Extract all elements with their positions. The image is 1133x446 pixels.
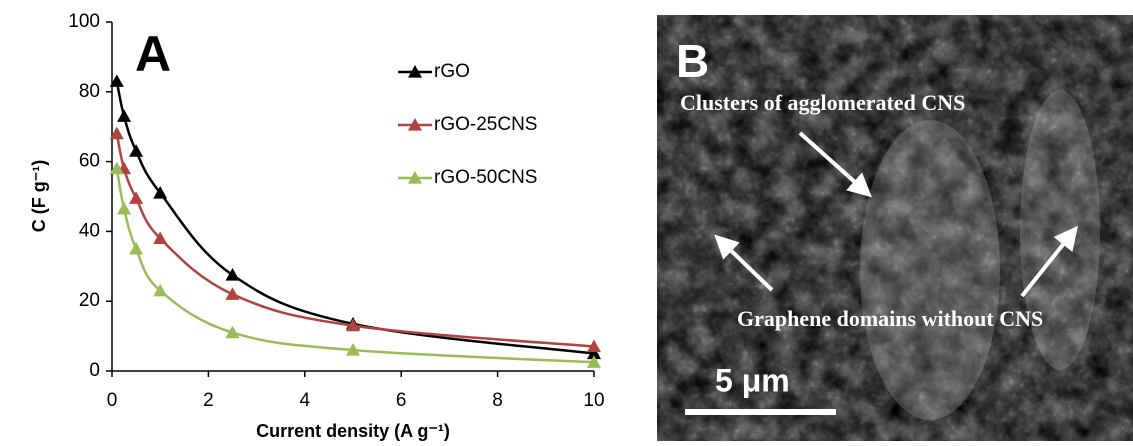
- scale-bar-label: 5 μm: [715, 362, 790, 398]
- y-tick-label: 20: [79, 290, 100, 311]
- figure: B Clusters of agglomerated CNS Graphene …: [0, 0, 1133, 441]
- data-point: [129, 191, 143, 204]
- data-point: [226, 268, 240, 281]
- y-tick-label: 100: [68, 11, 100, 32]
- y-tick-label: 0: [89, 360, 100, 381]
- x-tick-label: 4: [300, 390, 311, 411]
- panel-label: A: [135, 26, 171, 82]
- y-axis-label: C (F g⁻¹): [29, 160, 49, 232]
- x-tick-label: 0: [107, 390, 118, 411]
- data-point: [226, 287, 240, 300]
- data-point: [117, 202, 131, 215]
- legend-label: rGO-25CNS: [434, 114, 537, 135]
- x-tick-label: 6: [396, 390, 407, 411]
- data-point: [129, 144, 143, 157]
- data-point: [117, 109, 131, 122]
- x-axis-label: Current density (A g⁻¹): [256, 421, 450, 441]
- y-tick-label: 40: [79, 220, 100, 241]
- x-tick-label: 2: [203, 390, 214, 411]
- panel-label: B: [676, 35, 709, 87]
- y-tick-label: 80: [79, 81, 100, 102]
- x-tick-label: 8: [492, 390, 503, 411]
- legend-label: rGO: [434, 61, 470, 82]
- annotation: Graphene domains without CNS: [737, 306, 1043, 331]
- y-tick-label: 60: [79, 151, 100, 172]
- legend-label: rGO-50CNS: [434, 167, 537, 188]
- x-tick-label: 10: [583, 390, 604, 411]
- data-point: [129, 242, 143, 255]
- annotation: Clusters of agglomerated CNS: [680, 90, 965, 115]
- series-line: [117, 134, 594, 347]
